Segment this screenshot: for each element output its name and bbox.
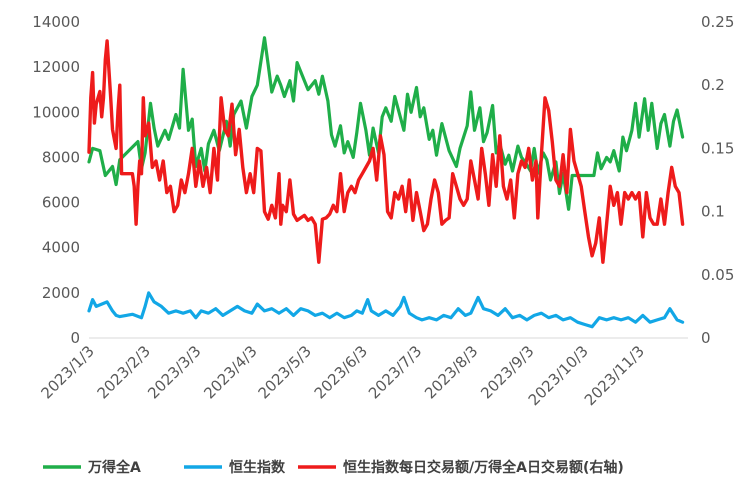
x-tick-label: 2023/11/3 [581,342,648,409]
legend-label: 恒生指数每日交易额/万得全A日交易额(右轴) [343,459,624,476]
x-tick-label: 2023/2/3 [94,342,154,402]
legend-label: 恒生指数 [229,459,286,476]
left-y-tick-label: 0 [70,329,80,347]
right-y-tick-label: 0 [701,329,711,347]
series-line [87,39,685,264]
left-y-tick-label: 12000 [32,58,80,76]
right-y-tick-label: 0.2 [701,76,725,94]
x-tick-labels: 2023/1/32023/2/32023/3/32023/4/32023/5/3… [37,342,648,409]
right-y-tick-label: 0.15 [701,139,734,157]
x-tick-label: 2023/3/3 [144,342,204,402]
right-y-tick-labels: 0 0.05 0.1 0.15 0.2 0.25 [701,13,734,347]
right-y-tick-label: 0.05 [701,266,734,284]
left-y-tick-label: 2000 [42,284,80,302]
x-tick-label: 2023/5/3 [255,342,315,402]
left-y-tick-labels: 0 2000 4000 6000 8000 10000 12000 14000 [32,13,80,347]
series-line [87,291,685,329]
left-y-tick-label: 10000 [32,103,80,121]
x-tick-label: 2023/4/3 [200,342,260,402]
right-y-tick-label: 0.1 [701,203,725,221]
x-tick-label: 2023/1/3 [37,342,97,402]
left-y-tick-label: 14000 [32,13,80,31]
legend-label: 万得全A [87,459,141,476]
left-y-tick-label: 8000 [42,148,80,166]
right-y-tick-label: 0.25 [701,13,734,31]
legend: 万得全A 恒生指数 恒生指数每日交易额/万得全A日交易额(右轴) [43,459,624,476]
plot-area [87,36,685,329]
x-tick-label: 2023/7/3 [365,342,425,402]
left-y-tick-label: 6000 [42,194,80,212]
series-line [87,36,685,211]
left-y-tick-label: 4000 [42,239,80,257]
x-tick-label: 2023/6/3 [311,342,371,402]
x-tick-label: 2023/8/3 [421,342,481,402]
